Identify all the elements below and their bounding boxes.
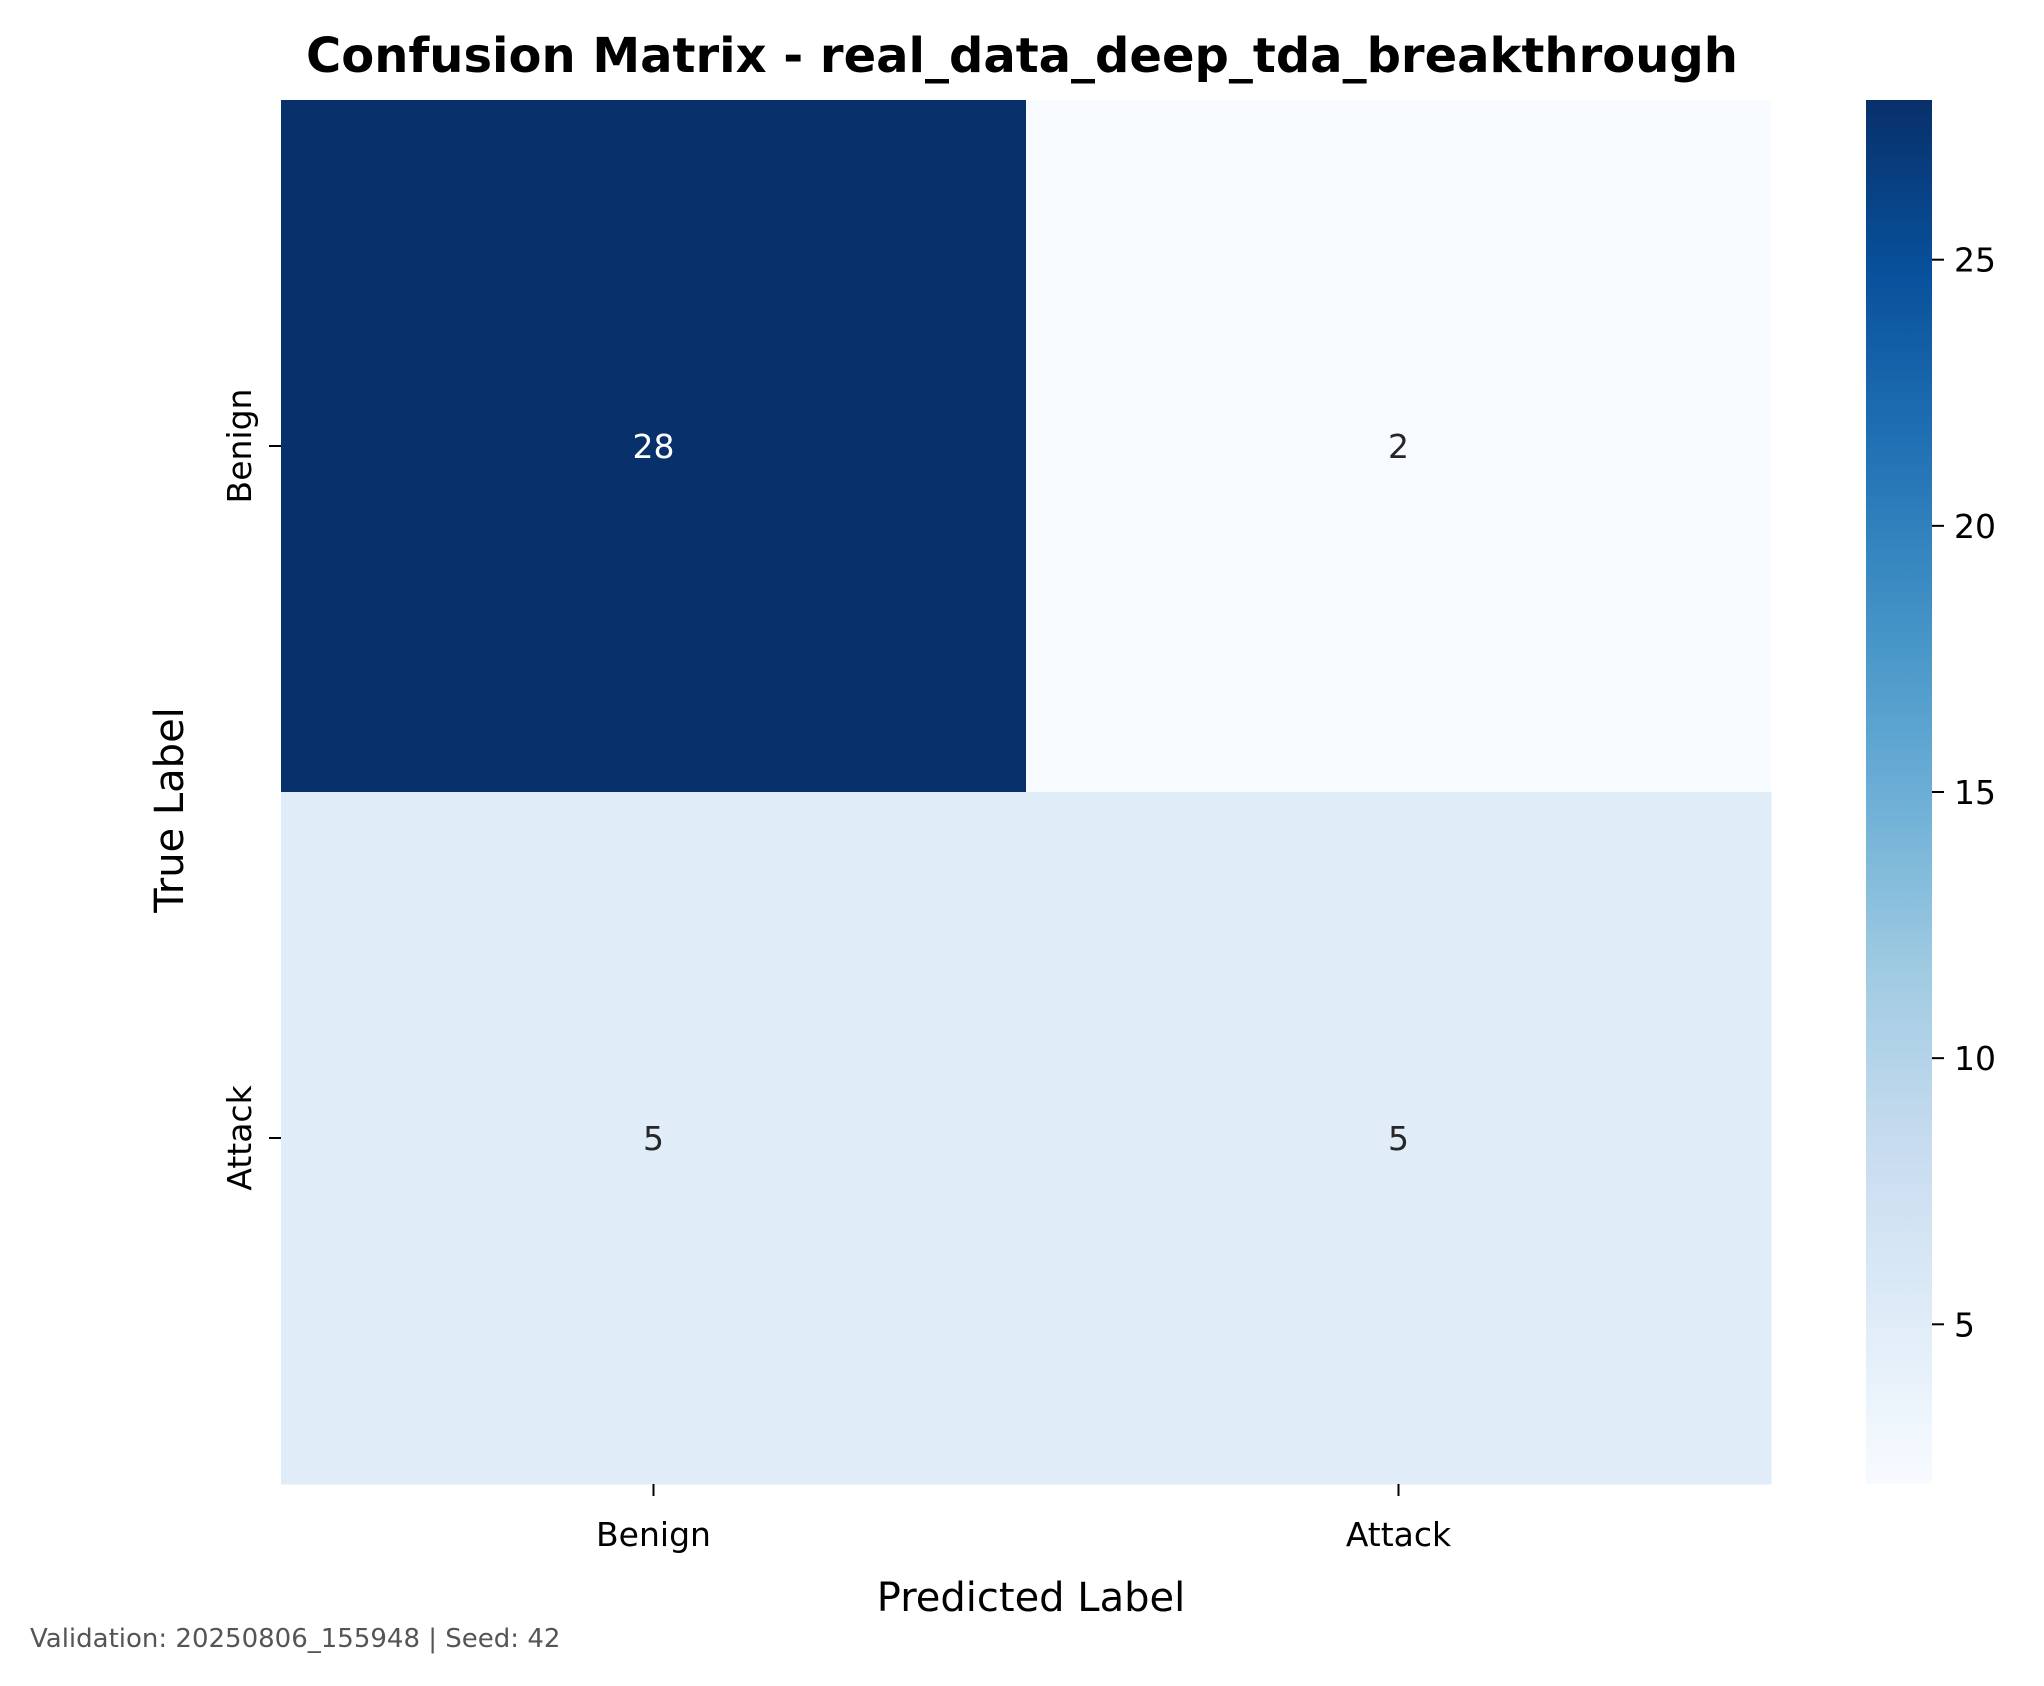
heatmap-cell-r1-c1 [1026,792,1772,1485]
x-axis-ticks: Benign Attack [596,1484,1452,1554]
heatmap-cell-r0-c0 [281,100,1027,793]
chart-title: Confusion Matrix - real_data_deep_tda_br… [306,28,1738,84]
colorbar-tick-label: 20 [1954,507,1996,546]
colorbar-tick-label: 25 [1954,241,1996,280]
cell-value-r1-c1: 5 [1388,1119,1409,1158]
cell-value-r0-c0: 28 [633,427,675,466]
colorbar-tick-label: 5 [1954,1305,1975,1344]
colorbar-ticks: 5 10 15 20 25 [1932,241,1996,1344]
x-axis-label: Predicted Label [877,1575,1185,1621]
heatmap-cells [281,100,1772,1485]
heatmap-cell-r1-c0 [281,792,1027,1485]
x-tick-label: Benign [596,1515,711,1554]
cell-value-r0-c1: 2 [1388,427,1409,466]
y-axis-label: True Label [147,707,193,914]
y-axis-ticks: Benign Attack [220,389,281,1191]
heatmap-cell-r0-c1 [1026,100,1772,793]
x-tick-label: Attack [1346,1515,1452,1554]
colorbar-tick-label: 15 [1954,773,1996,812]
colorbar [1866,100,1932,1484]
y-tick-label: Attack [220,1084,259,1190]
colorbar-tick-label: 10 [1954,1039,1996,1078]
y-tick-label: Benign [220,389,259,504]
cell-value-r1-c0: 5 [643,1119,664,1158]
cell-annotations: 28 2 5 5 [633,427,1410,1158]
validation-footer: Validation: 20250806_155948 | Seed: 42 [30,1624,560,1654]
